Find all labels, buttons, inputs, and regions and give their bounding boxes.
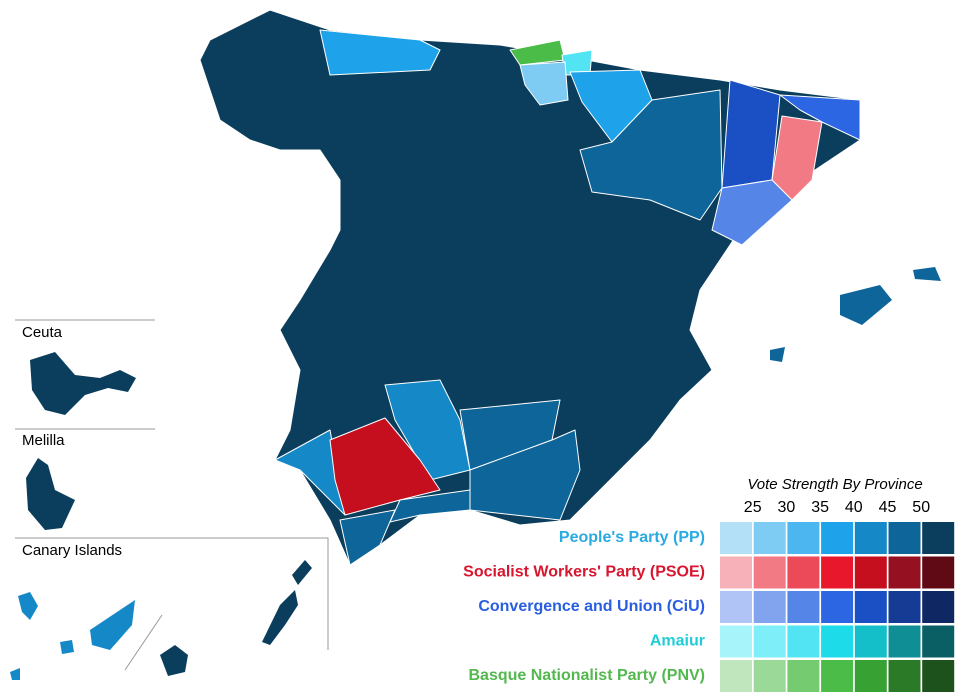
swatch — [854, 660, 887, 692]
scale-label: 50 — [912, 499, 930, 516]
swatch — [720, 522, 752, 554]
swatch — [854, 625, 887, 658]
legend: Vote Strength By Province 25 30 35 40 45 50 Pe… — [463, 476, 955, 692]
province — [771, 115, 823, 201]
swatch — [922, 522, 955, 554]
swatch — [720, 660, 752, 692]
swatch — [922, 660, 955, 692]
province — [711, 179, 793, 246]
inset-divider — [124, 614, 163, 671]
scale-label: 25 — [744, 499, 762, 516]
island — [160, 645, 188, 676]
swatch — [753, 591, 786, 623]
party-label: People's Party (PP) — [559, 529, 705, 546]
swatch — [888, 660, 921, 692]
scale-label: 30 — [778, 499, 796, 516]
party-label: Amaiur — [650, 633, 705, 650]
swatch — [821, 625, 854, 658]
swatch — [787, 522, 820, 554]
mainland — [199, 9, 941, 566]
territory — [30, 352, 136, 415]
province — [779, 94, 861, 141]
swatch — [854, 522, 887, 554]
swatch — [888, 591, 921, 623]
swatch — [922, 556, 955, 589]
swatch — [787, 625, 820, 658]
inset-border — [15, 537, 329, 650]
swatch — [753, 556, 786, 589]
swatch — [888, 625, 921, 658]
island — [18, 592, 38, 620]
island — [10, 668, 20, 680]
swatch — [922, 625, 955, 658]
province — [509, 39, 566, 66]
island — [292, 560, 312, 585]
legend-title: Vote Strength By Province — [747, 476, 922, 493]
province — [519, 61, 569, 106]
swatch — [720, 591, 752, 623]
swatch — [821, 556, 854, 589]
swatch — [753, 660, 786, 692]
island — [262, 590, 298, 645]
province — [319, 29, 441, 76]
island — [60, 640, 74, 654]
island — [913, 267, 941, 281]
inset-label: Canary Islands — [22, 542, 122, 559]
swatch — [854, 591, 887, 623]
swatch — [787, 660, 820, 692]
swatch — [720, 625, 752, 658]
island — [840, 285, 892, 325]
island — [770, 347, 785, 362]
province — [721, 79, 781, 189]
party-label: Basque Nationalist Party (PNV) — [469, 667, 706, 684]
swatch — [922, 591, 955, 623]
province — [329, 417, 441, 516]
swatch — [787, 591, 820, 623]
territory — [26, 458, 75, 530]
inset-label: Ceuta — [22, 324, 63, 341]
province — [339, 509, 396, 566]
scale-label: 45 — [879, 499, 897, 516]
province — [579, 89, 723, 221]
insets: Ceuta Melilla Canary Islands — [10, 319, 329, 680]
swatch — [888, 556, 921, 589]
swatch — [888, 522, 921, 554]
swatch — [787, 556, 820, 589]
party-label: Socialist Workers' Party (PSOE) — [463, 564, 705, 581]
swatch — [854, 556, 887, 589]
swatch — [821, 522, 854, 554]
swatch — [720, 556, 752, 589]
swatch — [753, 625, 786, 658]
party-label: Convergence and Union (CiU) — [478, 598, 705, 615]
island — [90, 600, 135, 650]
swatch — [821, 660, 854, 692]
inset-label: Melilla — [22, 432, 65, 449]
scale-label: 40 — [845, 499, 863, 516]
scale-label: 35 — [811, 499, 829, 516]
swatch — [821, 591, 854, 623]
swatch — [753, 522, 786, 554]
